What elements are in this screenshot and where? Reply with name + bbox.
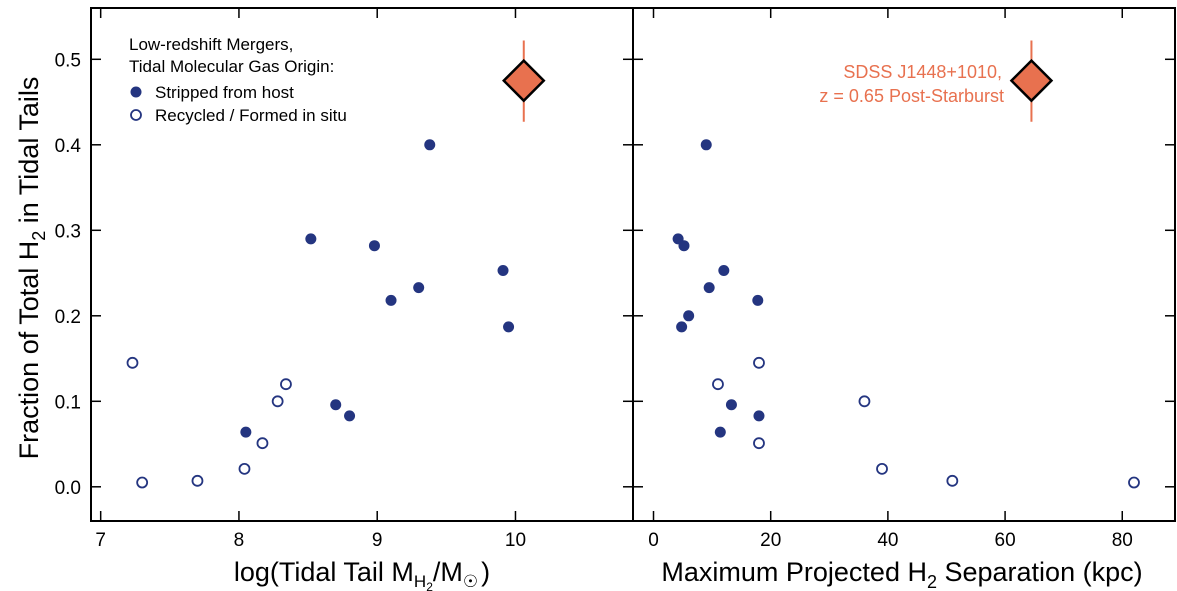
x-tick-label: 10 xyxy=(505,530,526,551)
x-tick-label: 60 xyxy=(995,530,1016,551)
annotation-line2: z = 0.65 Post-Starburst xyxy=(819,86,1004,106)
data-point-stripped xyxy=(344,410,356,422)
x-axis-label-right-sub: 2 xyxy=(927,572,937,591)
legend-title-line1: Low-redshift Mergers, xyxy=(129,35,293,54)
data-point-recycled xyxy=(712,378,724,391)
x-tick-label: 40 xyxy=(877,530,898,551)
legend-filled-circle-icon xyxy=(130,86,142,98)
x-axis-label-left-tail: /M xyxy=(433,557,463,587)
x-tick-label: 20 xyxy=(760,530,781,551)
data-point-recycled xyxy=(1128,476,1140,489)
panel-right: 0 20 40 60 80 xyxy=(632,7,1176,551)
x-tick-label: 8 xyxy=(234,530,245,551)
data-point-recycled xyxy=(946,474,959,487)
data-point-recycled xyxy=(753,437,765,450)
y-axis-label-tail: in Tidal Tails xyxy=(14,77,44,231)
data-point-recycled xyxy=(191,474,204,487)
y-axis-label-main: Fraction of Total H xyxy=(14,241,44,460)
data-point-recycled xyxy=(136,476,149,489)
data-point-stripped xyxy=(503,321,515,333)
data-point-stripped xyxy=(683,310,695,322)
x-axis-label-left-sun: ☉ xyxy=(463,572,478,591)
highlight-diamond xyxy=(1009,58,1054,103)
data-point-recycled xyxy=(753,356,765,369)
y-tick-label: 0.1 xyxy=(55,392,81,413)
x-axis-label-left-close: ) xyxy=(481,557,490,587)
x-axis-label-left-main: log(Tidal Tail M xyxy=(234,557,414,587)
y-tick-label: 0.5 xyxy=(55,50,81,71)
data-point-recycled xyxy=(238,462,251,475)
y-tick-label: 0.3 xyxy=(55,221,81,242)
data-point-recycled xyxy=(876,462,888,475)
data-point-stripped xyxy=(240,426,252,438)
x-axis-label-left-subsub: 2 xyxy=(426,580,433,591)
data-point-stripped xyxy=(368,240,380,252)
data-point-stripped xyxy=(725,399,737,411)
x-axis-label-right: Maximum Projected H2 Separation (kpc) xyxy=(661,557,1142,591)
data-point-stripped xyxy=(305,233,317,245)
data-point-stripped xyxy=(676,321,688,333)
y-tick-label: 0.2 xyxy=(55,307,81,328)
x-axis-label-right-main: Maximum Projected H xyxy=(661,557,927,587)
y-axis-label-sub: 2 xyxy=(29,231,49,241)
x-tick-label: 80 xyxy=(1112,530,1133,551)
legend-open-circle-icon xyxy=(130,109,142,121)
data-point-stripped xyxy=(497,264,509,276)
legend-entry-recycled: Recycled / Formed in situ xyxy=(155,106,347,125)
legend-entry-stripped: Stripped from host xyxy=(155,83,294,102)
x-axis-label-right-tail: Separation (kpc) xyxy=(937,557,1143,587)
y-tick-label: 0.4 xyxy=(55,136,82,157)
data-point-recycled xyxy=(858,395,871,408)
data-point-stripped xyxy=(718,264,730,276)
x-tick-label: 0 xyxy=(648,530,659,551)
plot-frame xyxy=(632,7,1176,522)
data-point-stripped xyxy=(678,240,690,252)
data-point-stripped xyxy=(753,410,765,422)
data-point-stripped xyxy=(413,282,425,294)
data-point-stripped xyxy=(714,426,726,438)
x-axis-label-left-sub: H xyxy=(414,572,426,591)
data-point-stripped xyxy=(703,282,715,294)
x-axis-label-left: log(Tidal Tail MH2/M☉) xyxy=(234,557,490,591)
data-point-recycled xyxy=(256,437,269,450)
data-point-recycled xyxy=(271,395,284,408)
legend-title-line2: Tidal Molecular Gas Origin: xyxy=(129,57,334,76)
data-point-recycled xyxy=(280,378,292,391)
annotation-line1: SDSS J1448+1010, xyxy=(843,62,1002,82)
panel-left: 0.0 0.1 0.2 0.3 0.4 0.5 7 8 9 10 xyxy=(55,7,634,551)
y-axis-label: Fraction of Total H2 in Tidal Tails xyxy=(14,77,49,460)
data-point-stripped xyxy=(424,139,436,151)
x-tick-label: 9 xyxy=(372,530,383,551)
data-point-stripped xyxy=(752,294,764,306)
legend: Low-redshift Mergers, Tidal Molecular Ga… xyxy=(129,35,347,125)
data-point-recycled xyxy=(126,356,139,369)
data-point-stripped xyxy=(330,399,342,411)
x-tick-label: 7 xyxy=(95,530,106,551)
highlight-diamond xyxy=(502,58,546,103)
data-point-stripped xyxy=(700,139,712,151)
y-tick-label: 0.0 xyxy=(55,478,81,499)
data-point-stripped xyxy=(385,294,397,306)
